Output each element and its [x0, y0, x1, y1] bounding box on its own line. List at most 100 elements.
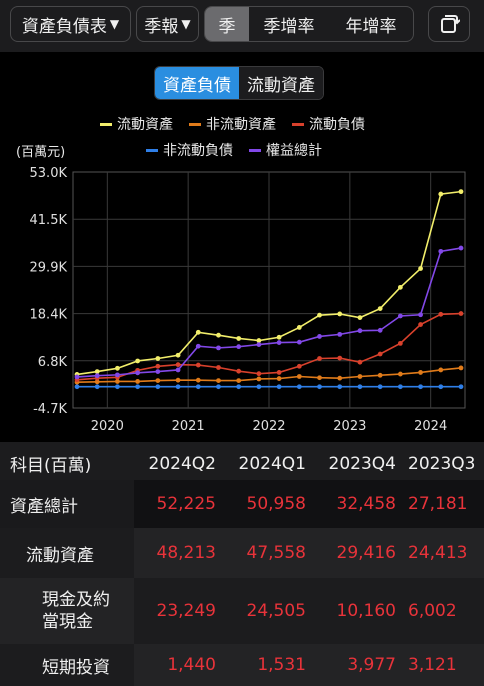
y-tick-label: 18.4K	[30, 308, 68, 323]
data-point	[458, 189, 464, 195]
series-line	[76, 247, 462, 378]
value-cell: 52,225	[134, 480, 224, 528]
table-row[interactable]: 短期投資 1,440 1,531 3,977 3,121	[0, 644, 484, 686]
data-point	[418, 370, 423, 375]
legend-current-assets[interactable]: 流動資產	[100, 114, 173, 134]
data-point	[276, 340, 282, 345]
unit-label: (百萬元)	[16, 145, 66, 160]
data-point	[216, 384, 221, 390]
table-row[interactable]: 資產總計 52,225 50,958 32,458 27,181	[0, 480, 484, 528]
value-cell: 47,558	[224, 528, 314, 578]
view-mode-segmented-control: 季 季增率 年增率	[204, 6, 414, 42]
legend-label: 非流動資產	[206, 117, 276, 133]
data-point	[357, 374, 363, 379]
data-point	[256, 384, 262, 390]
row-label: 流動資產	[0, 528, 134, 578]
data-point	[438, 384, 444, 390]
series-line	[76, 190, 462, 376]
top-toolbar: 資產負債表 ▼ 季報 ▼ 季 季增率 年增率	[0, 0, 484, 48]
segment-quarter[interactable]: 季	[205, 7, 249, 41]
data-point	[94, 373, 100, 379]
data-point	[155, 363, 161, 369]
data-point	[236, 336, 242, 341]
data-point	[296, 325, 302, 330]
data-point	[195, 362, 201, 368]
data-point	[256, 342, 262, 348]
data-point	[236, 384, 242, 390]
header-cell-period[interactable]: 2024Q2	[134, 447, 224, 480]
legend-non-current-assets[interactable]: 非流動資產	[189, 114, 276, 134]
y-tick-label: -4.7K	[33, 402, 67, 417]
data-point	[397, 340, 403, 346]
data-point	[175, 362, 181, 368]
data-point	[296, 339, 302, 345]
data-point	[94, 379, 100, 385]
statement-type-label: 資產負債表	[21, 16, 107, 37]
data-point	[458, 365, 464, 371]
legend-label: 流動資產	[117, 117, 173, 133]
data-point	[155, 384, 161, 390]
data-point	[438, 311, 444, 317]
y-tick-label: 29.9K	[30, 260, 68, 275]
segment-yoy[interactable]: 年增率	[345, 16, 397, 37]
value-cell: 29,416	[314, 528, 404, 578]
data-point	[135, 370, 141, 376]
header-cell-period[interactable]: 2024Q1	[224, 447, 314, 480]
legend-swatch	[292, 122, 304, 126]
data-point	[296, 363, 302, 369]
y-axis-ticks: 53.0K 41.5K 29.9K 18.4K 6.8K -4.7K	[30, 166, 68, 417]
data-point	[397, 284, 403, 290]
legend-non-current-liabilities[interactable]: 非流動負債	[146, 140, 233, 160]
data-point	[377, 327, 383, 333]
legend-label: 非流動負債	[163, 143, 233, 159]
period-dropdown[interactable]: 季報 ▼	[136, 6, 199, 42]
data-point	[418, 312, 423, 318]
legend-total-equity[interactable]: 權益總計	[249, 140, 322, 160]
data-point	[458, 245, 464, 251]
legend-label: 權益總計	[266, 143, 322, 159]
data-point	[377, 351, 383, 357]
header-cell-period[interactable]: 2023Q3	[404, 447, 484, 480]
caret-down-icon: ▼	[109, 17, 120, 31]
data-point	[296, 374, 302, 379]
table-row[interactable]: 流動資產 48,213 47,558 29,416 24,413	[0, 528, 484, 578]
header-cell-period[interactable]: 2023Q4	[314, 447, 404, 480]
legend-current-liabilities[interactable]: 流動負債	[292, 114, 365, 134]
x-tick-label: 2024	[414, 419, 447, 434]
data-point	[377, 306, 383, 312]
series-line	[76, 367, 462, 384]
value-cell: 3,121	[404, 644, 484, 686]
data-point	[377, 372, 383, 378]
tab-balance-sheet[interactable]: 資產負債	[155, 67, 239, 99]
y-tick-label: 41.5K	[30, 213, 68, 228]
data-point	[337, 375, 343, 381]
data-point	[276, 376, 282, 381]
tab-current-assets[interactable]: 流動資產	[239, 67, 323, 99]
data-point	[317, 356, 322, 361]
x-tick-label: 2020	[91, 419, 124, 434]
data-point	[94, 384, 100, 390]
value-cell: 27,181	[404, 480, 484, 528]
data-point	[438, 367, 444, 373]
rotate-screen-button[interactable]	[428, 6, 470, 42]
chart-tabs: 資產負債 流動資產	[154, 66, 324, 100]
header-cell-account: 科目(百萬)	[0, 447, 134, 480]
data-point	[195, 329, 201, 335]
financial-table: 科目(百萬) 2024Q2 2024Q1 2023Q4 2023Q3 資產總計 …	[0, 447, 484, 686]
data-point	[256, 371, 262, 377]
data-point	[175, 352, 181, 358]
row-label: 現金及約 當現金	[0, 578, 134, 644]
data-point	[438, 191, 444, 197]
table-row[interactable]: 現金及約 當現金 23,249 24,505 10,160 6,002	[0, 578, 484, 644]
data-point	[337, 331, 343, 337]
data-point	[175, 384, 181, 390]
data-point	[337, 355, 343, 361]
data-point	[195, 377, 201, 383]
data-point	[418, 384, 423, 390]
segment-qoq[interactable]: 季增率	[263, 16, 315, 37]
data-point	[337, 311, 343, 317]
data-point	[256, 338, 262, 343]
data-point	[256, 376, 262, 382]
statement-type-dropdown[interactable]: 資產負債表 ▼	[10, 6, 131, 42]
